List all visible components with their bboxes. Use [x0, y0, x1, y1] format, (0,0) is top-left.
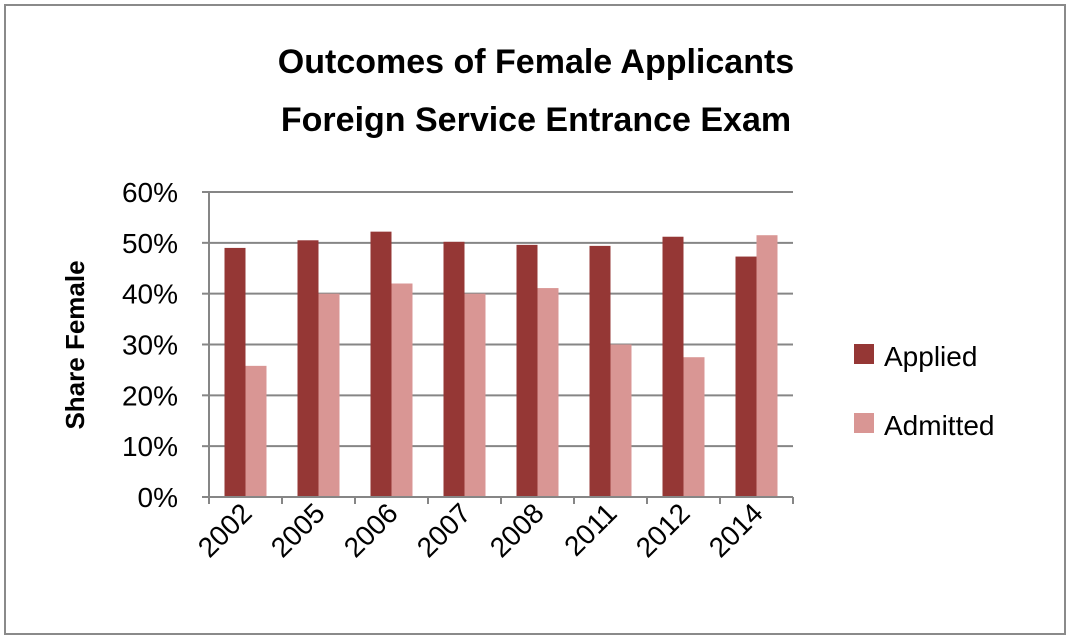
bars: [224, 231, 778, 498]
x-tick-label: 2008: [484, 497, 550, 563]
bar-admitted-2007: [464, 293, 486, 497]
x-tick-label: 2011: [558, 497, 623, 562]
x-tick-label: 2002: [192, 497, 258, 563]
bar-applied-2006: [370, 231, 392, 497]
legend-swatch-applied: [854, 344, 874, 364]
x-axis-ticks: 2002 2005 2006 2007 2008 2011 2012 2014: [192, 497, 794, 563]
bar-applied-2002: [224, 247, 246, 497]
legend-swatch-admitted: [854, 413, 874, 433]
legend-label-admitted: Admitted: [884, 410, 995, 441]
x-tick-label: 2005: [265, 497, 331, 563]
bar-admitted-2011: [610, 344, 632, 497]
y-tick-label: 10%: [122, 431, 178, 462]
bar-applied-2011: [589, 245, 611, 497]
bar-admitted-2005: [318, 293, 340, 497]
chart-title-line-1: Outcomes of Female Applicants: [278, 43, 794, 81]
y-tick-label: 30%: [122, 330, 178, 361]
bar-admitted-2002: [245, 365, 267, 497]
bar-applied-2012: [662, 236, 684, 497]
bar-applied-2007: [443, 241, 465, 497]
bar-admitted-2006: [391, 283, 413, 497]
y-tick-label: 50%: [122, 228, 178, 259]
chart-title-line-2: Foreign Service Entrance Exam: [281, 101, 791, 139]
legend: Applied Admitted: [854, 341, 995, 441]
y-tick-label: 40%: [122, 279, 178, 310]
x-tick-label: 2012: [630, 497, 696, 563]
bar-admitted-2014: [756, 235, 778, 498]
y-tick-label: 0%: [138, 482, 178, 513]
y-tick-label: 60%: [122, 177, 178, 208]
gridlines: [209, 191, 793, 448]
x-tick-label: 2007: [411, 497, 477, 563]
y-axis-ticks: 0% 10% 20% 30% 40% 50% 60%: [122, 177, 209, 513]
bar-admitted-2008: [537, 288, 559, 497]
bar-applied-2014: [735, 256, 757, 497]
y-tick-label: 20%: [122, 380, 178, 411]
y-axis-label: Share Female: [60, 260, 90, 429]
legend-label-applied: Applied: [884, 341, 977, 372]
bar-applied-2005: [297, 240, 319, 497]
bar-admitted-2012: [683, 357, 705, 497]
bar-applied-2008: [516, 244, 538, 497]
x-tick-label: 2006: [338, 497, 404, 563]
x-tick-label: 2014: [703, 497, 769, 563]
